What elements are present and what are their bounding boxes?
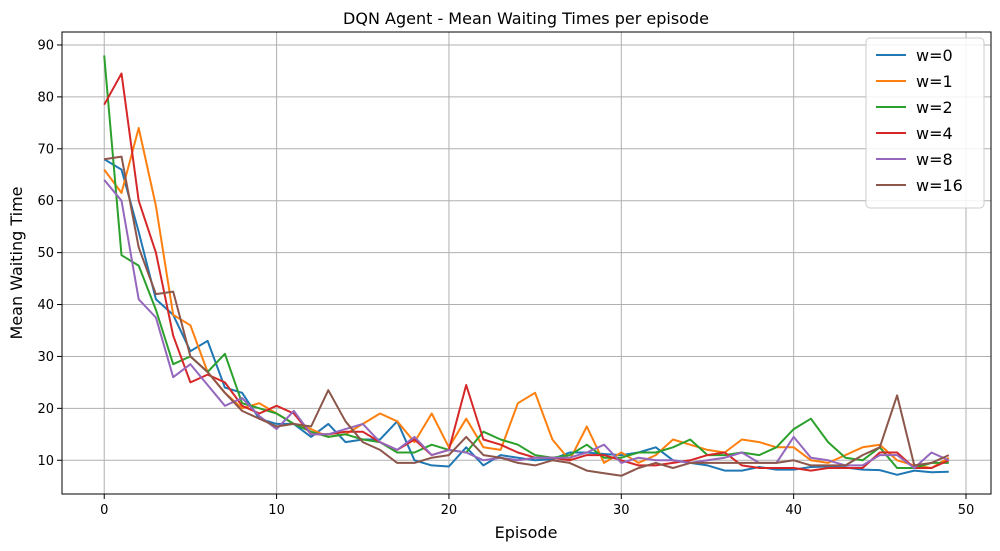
grid [62, 32, 991, 494]
legend: w=0 w=1 w=2 w=4 w=8 w=16 [865, 37, 985, 209]
legend-label-w16: w=16 [916, 176, 963, 195]
y-tick-label: 20 [37, 402, 54, 417]
x-axis-label: Episode [495, 523, 558, 542]
legend-label-w0: w=0 [916, 46, 953, 65]
legend-label-w4: w=4 [916, 124, 953, 143]
y-tick-label: 50 [37, 246, 54, 261]
series-line-w2 [103, 55, 949, 469]
y-tick-label: 10 [37, 454, 54, 469]
x-tick-label: 10 [268, 503, 285, 518]
chart-title: DQN Agent - Mean Waiting Times per episo… [343, 9, 709, 28]
series-lines [103, 55, 950, 477]
x-tick-label: 40 [785, 503, 802, 518]
y-tick-label: 70 [37, 142, 54, 157]
series-line-w8 [103, 179, 950, 469]
legend-label-w8: w=8 [916, 150, 953, 169]
x-tick-label: 30 [613, 503, 630, 518]
y-tick-label: 80 [37, 90, 54, 105]
x-tick-label: 0 [100, 503, 108, 518]
series-line-w4 [103, 72, 950, 472]
x-tick-label: 20 [441, 503, 458, 518]
y-axis-label: Mean Waiting Time [7, 187, 26, 340]
y-tick-label: 90 [37, 38, 54, 53]
legend-label-w1: w=1 [916, 72, 953, 91]
legend-label-w2: w=2 [916, 98, 953, 117]
y-tick-label: 40 [37, 298, 54, 313]
y-tick-label: 30 [37, 350, 54, 365]
plot-frame [61, 31, 992, 495]
series-line-w16 [104, 155, 950, 477]
x-tick-label: 50 [958, 503, 975, 518]
y-tick-label: 60 [37, 194, 54, 209]
axis-ticks: 0 10 20 30 40 50 10 20 30 40 50 60 70 80 90 [37, 38, 974, 518]
